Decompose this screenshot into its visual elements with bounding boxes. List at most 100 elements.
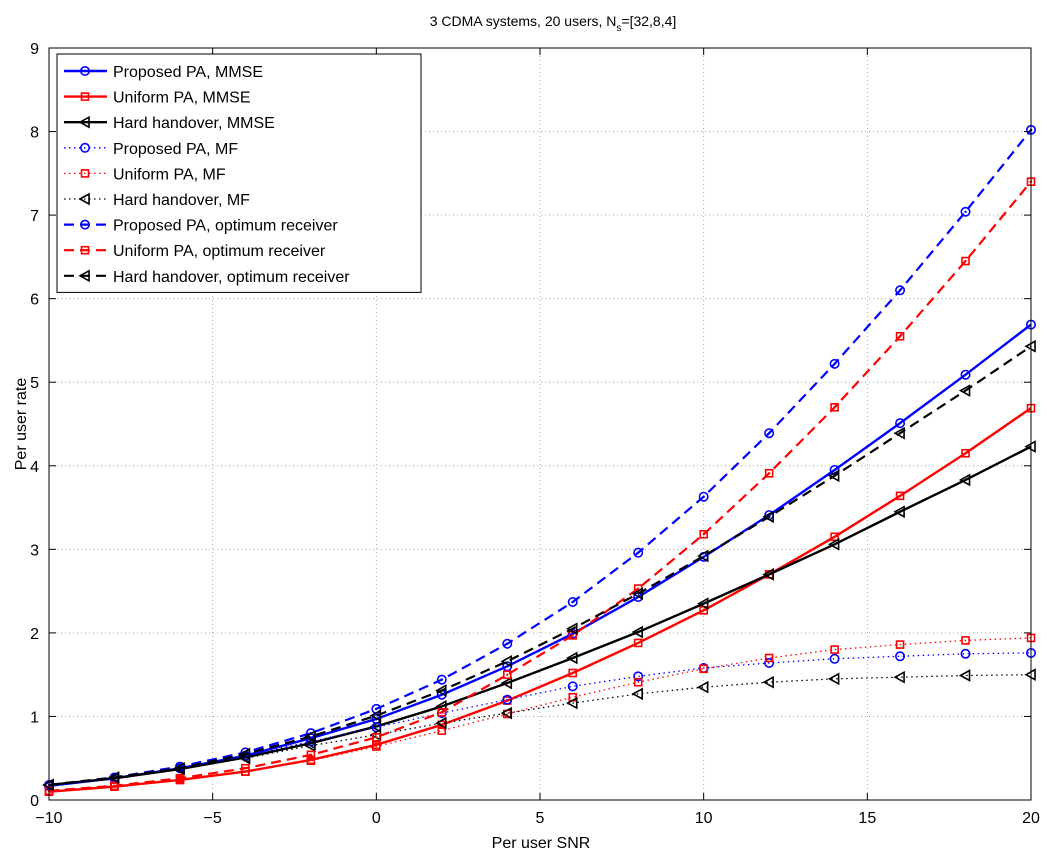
legend-entry: Hard handover, MMSE [64, 115, 275, 132]
data-point-center [440, 678, 443, 681]
series [42, 440, 1036, 792]
data-point [241, 763, 250, 773]
data-point-center [899, 335, 902, 338]
data-point [437, 726, 447, 735]
legend-label: Uniform PA, MMSE [113, 90, 251, 107]
y-tick-label: 0 [30, 793, 39, 810]
data-point-center [375, 707, 378, 711]
legend-entry: Proposed PA, optimum receiver [64, 218, 338, 235]
data-point-center [833, 406, 836, 409]
data-point [960, 206, 971, 217]
data-point [961, 636, 970, 645]
legend-label: Hard handover, optimum receiver [113, 269, 350, 286]
data-point [829, 358, 840, 369]
data-point [960, 648, 971, 659]
data-point [827, 469, 840, 483]
data-point [764, 468, 774, 478]
x-axis-label: Per user SNR [492, 835, 591, 852]
data-point [895, 418, 906, 429]
series [44, 633, 1036, 796]
data-point [500, 706, 513, 720]
data-point [893, 505, 905, 519]
data-point [895, 491, 905, 501]
data-point-center [506, 642, 509, 645]
data-point [961, 256, 970, 266]
y-tick-label: 6 [30, 292, 39, 309]
series [44, 177, 1036, 796]
data-point [633, 638, 643, 648]
data-point [893, 670, 905, 684]
legend: Proposed PA, MMSE Uniform PA, MMSE Hard ha… [56, 53, 422, 293]
data-point-center [571, 634, 574, 637]
legend-label: Proposed PA, optimum receiver [113, 218, 338, 235]
chart-title: 3 CDMA systems, 20 users, Ns=[32,8,4] [430, 13, 677, 34]
data-point [110, 781, 119, 791]
legend-box [56, 53, 422, 293]
legend-entry: Proposed PA, MF [64, 141, 238, 158]
data-point [764, 428, 775, 439]
data-point-center [506, 673, 509, 676]
data-point [762, 510, 774, 524]
data-point [80, 219, 91, 230]
data-point [830, 402, 839, 412]
data-point [304, 739, 316, 753]
data-point [699, 664, 708, 674]
data-point [80, 169, 90, 178]
data-point [895, 331, 905, 341]
data-point [502, 670, 512, 679]
data-point-center [375, 736, 378, 739]
data-point-center [83, 223, 87, 226]
series-line [48, 180, 1032, 792]
data-point [78, 115, 90, 129]
legend-label: Proposed PA, MF [113, 141, 238, 158]
x-tick-label: 10 [695, 810, 713, 827]
series-layer [42, 124, 1037, 796]
data-point-center [84, 249, 86, 252]
legend-entry: Uniform PA, optimum receiver [64, 243, 326, 260]
data-point-center [898, 289, 902, 292]
y-tick-label: 1 [30, 709, 39, 726]
x-tick-label: 5 [536, 810, 545, 827]
data-point [698, 491, 709, 502]
series-line [48, 674, 1032, 786]
data-point [762, 675, 774, 689]
data-point [500, 676, 513, 690]
data-point [372, 733, 381, 742]
data-point [829, 653, 840, 664]
data-point-center [637, 551, 640, 554]
data-point-center [767, 431, 771, 435]
x-tick-label: 0 [372, 810, 381, 827]
series-line [48, 129, 1032, 787]
data-point [107, 771, 120, 784]
data-point-center [964, 260, 967, 263]
legend-entry: Hard handover, optimum receiver [64, 269, 350, 286]
y-tick-label: 9 [30, 41, 39, 58]
y-axis-label: Per user rate [13, 378, 30, 471]
data-point [80, 142, 91, 153]
data-point [633, 547, 644, 558]
y-tick-label: 4 [30, 459, 39, 476]
data-point-center [964, 210, 967, 213]
y-tick-label: 7 [30, 208, 39, 225]
series-line [48, 407, 1032, 793]
data-point [764, 657, 775, 668]
data-point [238, 747, 251, 761]
data-point-center [113, 784, 116, 787]
data-point-center [833, 362, 836, 366]
data-point [895, 285, 906, 296]
data-point [699, 529, 708, 539]
data-point [697, 680, 709, 694]
legend-entry: Hard handover, MF [64, 192, 250, 209]
data-point [566, 622, 578, 636]
legend-label: Hard handover, MF [113, 192, 250, 209]
data-point [435, 716, 447, 730]
data-point [827, 672, 840, 686]
data-point [80, 245, 90, 255]
legend-label: Uniform PA, optimum receiver [113, 243, 326, 260]
x-tick-label: 15 [858, 810, 876, 827]
data-point [566, 696, 578, 710]
data-point [893, 426, 905, 440]
data-point-center [178, 777, 181, 780]
data-point [697, 597, 709, 611]
